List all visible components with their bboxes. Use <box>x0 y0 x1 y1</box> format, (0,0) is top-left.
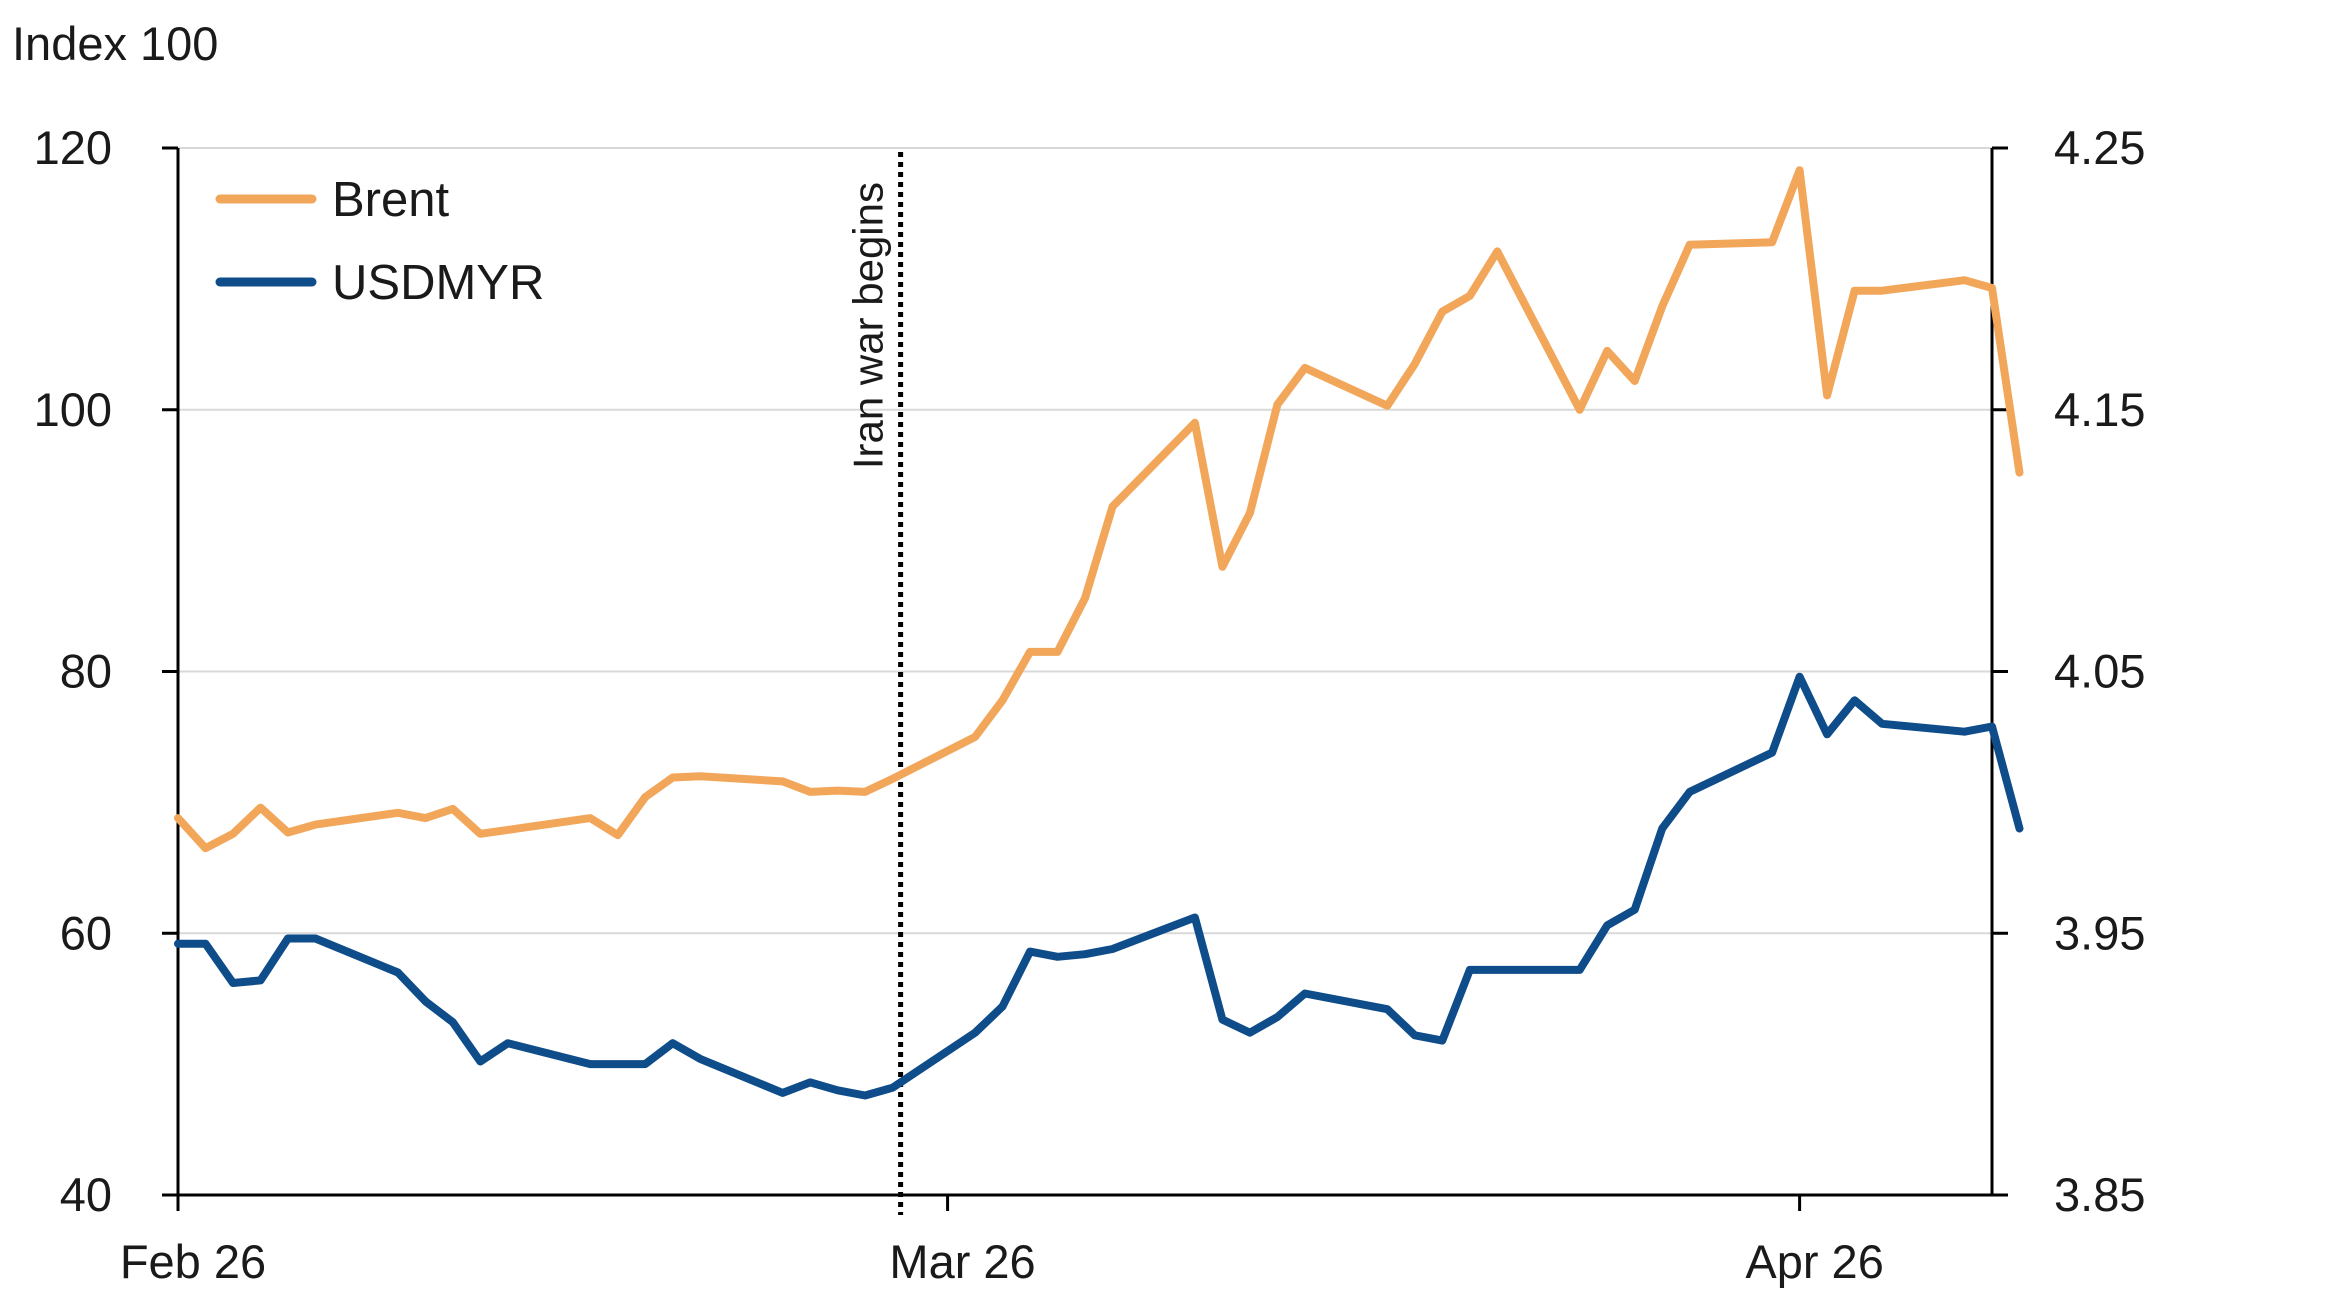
series-line-usdmyr <box>174 672 2024 1100</box>
legend-label-brent: Brent <box>332 173 450 227</box>
left-tick-label: 60 <box>60 906 112 959</box>
event-annotation: Iran war begins <box>845 152 904 1215</box>
right-tick-label: 4.05 <box>2054 645 2145 698</box>
y-axis-unit-label: Index 100 <box>12 17 218 70</box>
left-tick-label: 100 <box>34 383 112 436</box>
left-tick-label: 120 <box>34 121 112 174</box>
x-tick-label: Apr 26 <box>1745 1235 1883 1288</box>
right-tick-label: 3.85 <box>2054 1168 2145 1221</box>
right-tick-label: 3.95 <box>2054 906 2145 959</box>
gridlines <box>178 147 1992 935</box>
right-tick-label: 4.25 <box>2054 121 2145 174</box>
left-tick-label: 40 <box>60 1168 112 1221</box>
annotation-label: Iran war begins <box>845 182 892 469</box>
series-line-brent <box>174 166 2024 853</box>
x-tick-label: Mar 26 <box>889 1235 1035 1288</box>
x-tick-label: Feb 26 <box>120 1235 266 1288</box>
axes <box>162 146 2008 1211</box>
legend: Brent USDMYR <box>215 173 544 310</box>
right-tick-label: 4.15 <box>2054 383 2145 436</box>
tick-labels: 40 60 80 100 120 3.85 3.95 4.05 4.15 4.25 Feb 26 Ma… <box>34 121 2146 1288</box>
series-lines <box>174 166 2024 1100</box>
left-tick-label: 80 <box>60 645 112 698</box>
legend-label-usdmyr: USDMYR <box>332 256 544 310</box>
